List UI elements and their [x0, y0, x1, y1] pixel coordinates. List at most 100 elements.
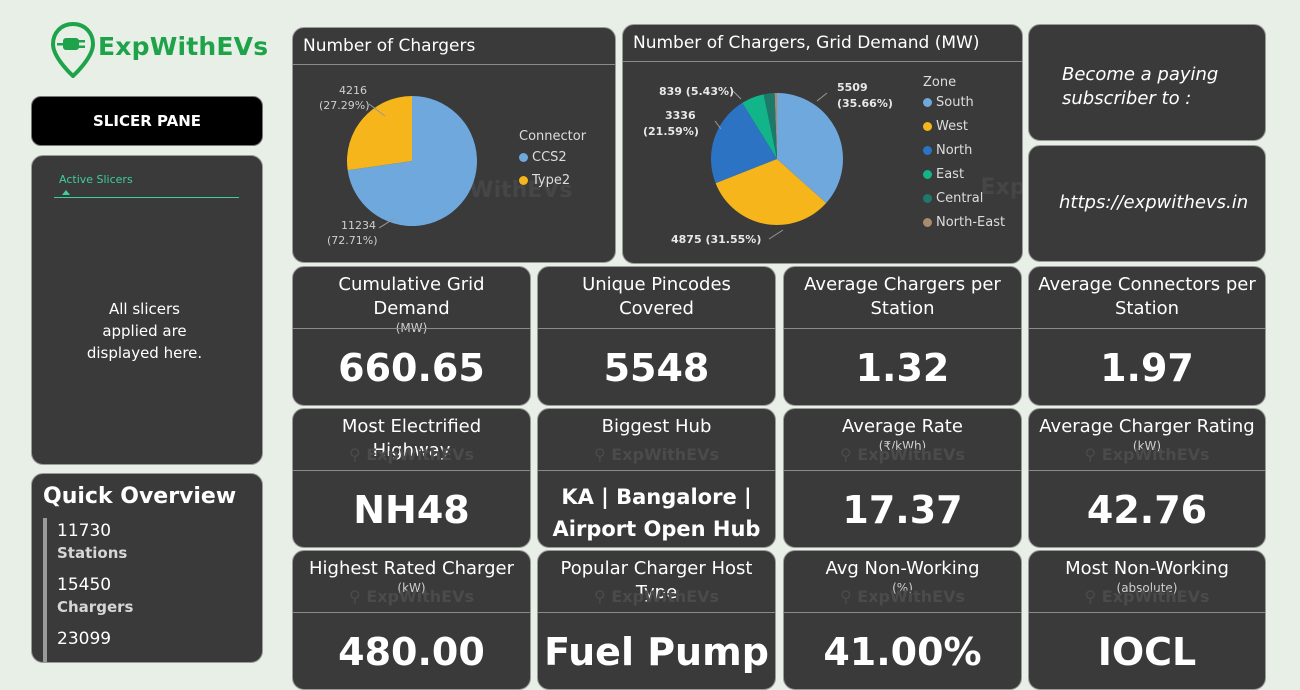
- kpi-divider: [1029, 612, 1265, 613]
- website-link[interactable]: https://expwithevs.in: [1059, 192, 1249, 213]
- kpi-title: Avg Non-Working: [825, 558, 980, 579]
- kpi-card: Cumulative Grid Demand (MW) 660.65: [292, 266, 531, 406]
- chart-title: Number of Chargers: [303, 36, 476, 56]
- legend-item[interactable]: West: [923, 119, 1005, 134]
- overview-item: 23099: [57, 628, 111, 650]
- chart-divider: [293, 64, 615, 65]
- overview-label: Stations: [57, 544, 128, 562]
- overview-value: 11730: [57, 521, 112, 541]
- kpi-value: 660.65: [338, 346, 485, 390]
- kpi-header: Average Charger Rating (kW): [1029, 409, 1265, 469]
- pie-label-value: 3336: [665, 109, 696, 122]
- slicer-message: All slicers applied are displayed here.: [86, 300, 203, 362]
- watermark-icon: ⚲ ExpWithEVs: [1084, 587, 1210, 606]
- kpi-value: 17.37: [842, 488, 963, 532]
- slicer-pane-button[interactable]: SLICER PANE: [31, 96, 263, 146]
- kpi-title: Most Electrified Highway: [341, 416, 482, 461]
- subscribe-card: Become a paying subscriber to :: [1028, 24, 1266, 141]
- kpi-value: 5548: [603, 346, 710, 390]
- kpi-divider: [293, 328, 530, 329]
- kpi-value: 1.97: [1100, 346, 1194, 390]
- kpi-unit: (₹/kWh): [878, 439, 927, 453]
- legend-item[interactable]: CCS2: [519, 150, 586, 165]
- kpi-title: Average Rate: [842, 416, 963, 437]
- pie-label-pct: (21.59%): [643, 125, 699, 138]
- pie-slice-ccs2[interactable]: [347, 96, 477, 226]
- kpi-title: Average Charger Rating: [1039, 416, 1255, 437]
- kpi-title: Unique Pincodes Covered: [582, 274, 731, 319]
- kpi-value: 480.00: [338, 630, 485, 674]
- overview-item: 11730 Stations: [57, 520, 127, 564]
- kpi-header: Unique Pincodes Covered: [538, 267, 775, 327]
- pie-slice-central[interactable]: [763, 93, 777, 159]
- pie-label-value: 4216: [339, 84, 367, 97]
- pie-slice-north-east[interactable]: [774, 93, 777, 159]
- kpi-value: 41.00%: [823, 630, 982, 674]
- kpi-unit: (kW): [397, 581, 426, 595]
- legend-item[interactable]: North: [923, 143, 1005, 158]
- kpi-divider: [538, 612, 775, 613]
- kpi-title: Highest Rated Charger: [308, 558, 514, 579]
- legend-dot-icon: [519, 153, 528, 162]
- pie-slice-south[interactable]: [777, 93, 843, 203]
- legend-item[interactable]: North-East: [923, 215, 1005, 230]
- legend-dot-icon: [923, 122, 932, 131]
- kpi-card: Highest Rated Charger (kW) ⚲ ExpWithEVs 480…: [292, 550, 531, 690]
- kpi-unit: (%): [892, 581, 913, 595]
- kpi-card: Average Rate (₹/kWh) ⚲ ExpWithEVs 17.37: [783, 408, 1022, 548]
- kpi-divider: [784, 328, 1021, 329]
- kpi-header: Popular Charger Host Type: [538, 551, 775, 611]
- kpi-header: Average Rate (₹/kWh): [784, 409, 1021, 469]
- legend-title: Connector: [519, 129, 587, 144]
- kpi-title: Biggest Hub: [601, 416, 712, 437]
- kpi-value: 42.76: [1086, 488, 1208, 532]
- pie-slice-east[interactable]: [742, 94, 777, 159]
- pie-slice-west[interactable]: [715, 159, 827, 225]
- quick-overview-title: Quick Overview: [43, 484, 237, 509]
- legend-dot-icon: [923, 170, 932, 179]
- watermark-icon: ⚲ ExpWithEVs: [840, 445, 965, 464]
- legend-item[interactable]: Type2: [519, 173, 586, 188]
- kpi-divider: [784, 470, 1021, 471]
- legend-item[interactable]: East: [923, 167, 1005, 182]
- kpi-card: Popular Charger Host Type ⚲ ExpWithEVs Fue…: [537, 550, 776, 690]
- watermark-icon: ⚲ ExpWithEVs: [594, 445, 719, 464]
- kpi-header: Average Connectors per Station: [1029, 267, 1265, 327]
- pie-label: 839 (5.43%): [659, 85, 734, 98]
- legend-item[interactable]: Central: [923, 191, 1005, 206]
- connector-pie-chart: 4216 (27.29%) 11234 (72.71%): [319, 84, 477, 247]
- legend-item[interactable]: South: [923, 95, 1005, 110]
- chart-divider: [623, 61, 1022, 62]
- pie-slice-type2[interactable]: [347, 96, 412, 171]
- kpi-value: KA | Bangalore | Airport Open Hub: [552, 485, 761, 541]
- kpi-divider: [1029, 328, 1265, 329]
- kpi-card: Average Chargers per Station 1.32: [783, 266, 1022, 406]
- legend-dot-icon: [923, 194, 932, 203]
- kpi-divider: [784, 612, 1021, 613]
- zone-pie-card: Number of Chargers, Grid Demand (MW) Exp…: [622, 24, 1023, 264]
- chart-title: Number of Chargers, Grid Demand (MW): [633, 33, 980, 53]
- overview-accent-bar: [43, 518, 47, 662]
- kpi-card: Avg Non-Working (%) ⚲ ExpWithEVs 41.00%: [783, 550, 1022, 690]
- legend-dot-icon: [923, 218, 932, 227]
- pie-label-pct: (72.71%): [327, 234, 378, 247]
- kpi-value: 1.32: [855, 346, 950, 390]
- kpi-title: Popular Charger Host Type: [560, 558, 753, 603]
- overview-item: 15450 Chargers: [57, 574, 133, 618]
- kpi-divider: [538, 328, 775, 329]
- kpi-value: Fuel Pump: [544, 630, 769, 674]
- brand-name: ExpWithEVs: [98, 32, 269, 61]
- kpi-card: Average Charger Rating (kW) ⚲ ExpWithEVs 42…: [1028, 408, 1266, 548]
- subscribe-text: Become a paying subscriber to :: [1062, 64, 1219, 109]
- watermark-icon: ⚲ ExpWithEVs: [349, 587, 474, 606]
- watermark-icon: ⚲ ExpWithEVs: [840, 587, 965, 606]
- kpi-header: Most Electrified Highway: [293, 409, 530, 469]
- kpi-card: Unique Pincodes Covered 5548: [537, 266, 776, 406]
- pie-slice-north[interactable]: [711, 102, 777, 184]
- kpi-divider: [293, 612, 530, 613]
- active-slicers-tab[interactable]: Active Slicers: [59, 173, 133, 186]
- url-card[interactable]: https://expwithevs.in: [1028, 145, 1266, 262]
- kpi-header: Highest Rated Charger (kW): [293, 551, 530, 611]
- kpi-title: Cumulative Grid Demand: [338, 274, 485, 319]
- watermark-icon: ⚲ ExpWithEVs: [349, 445, 474, 464]
